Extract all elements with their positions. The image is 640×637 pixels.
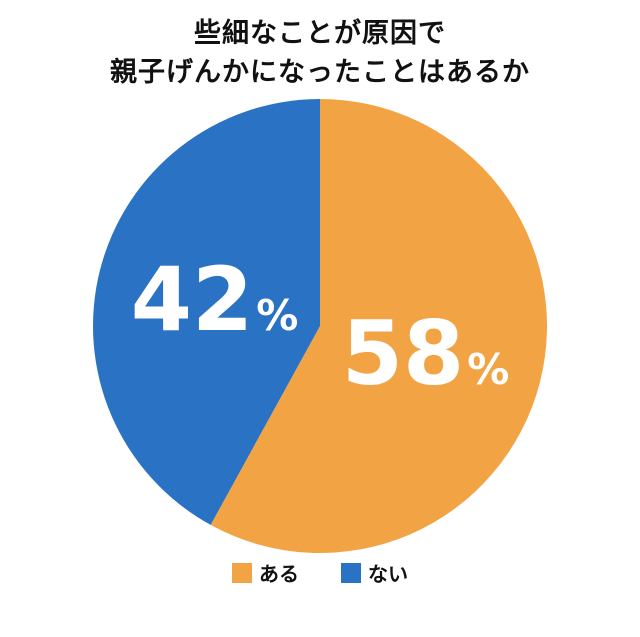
legend-swatch-ない (341, 562, 361, 583)
legend-label-ない: ない (368, 562, 408, 587)
legend-item-ない: ない (341, 558, 408, 587)
legend-item-ある: ある (232, 558, 299, 587)
pie-slice-ない (93, 99, 320, 526)
slice-value-label-ない: 42% (131, 248, 299, 351)
pie-chart: 58% 42% (90, 96, 550, 556)
legend-swatch-ある (232, 562, 252, 583)
chart-title-line1: 些細なことが原因で (194, 18, 446, 49)
chart-title-line2: 親子げんかになったことはあるか (110, 57, 530, 89)
slice-value-label-ある: 58% (342, 302, 510, 405)
pie-slice-ある (210, 99, 548, 554)
chart-title: 些細なことが原因で親子げんかになったことはあるか (0, 0, 640, 92)
legend-label-ある: ある (259, 562, 299, 587)
pie-chart-svg: 58% 42% (93, 99, 548, 554)
legend: ある ない (0, 558, 640, 587)
